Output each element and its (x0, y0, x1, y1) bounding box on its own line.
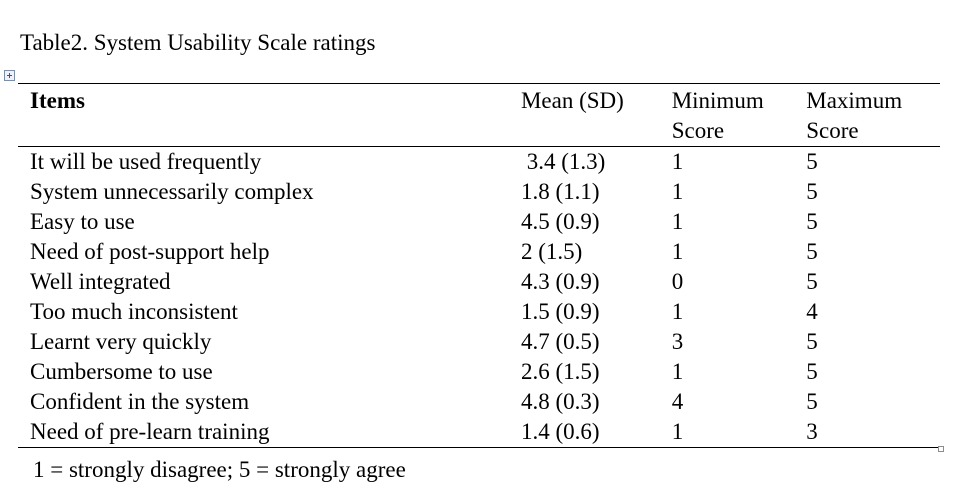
cell-item: System unnecessarily complex (30, 179, 314, 204)
cell-mean: 4.7 (0.5) (520, 329, 600, 354)
cell-mean: 4.3 (0.9) (520, 269, 600, 294)
cell-item: Cumbersome to use (30, 359, 213, 384)
cell-max: 4 (806, 299, 818, 324)
header-minimum-score: Minimum Score (672, 84, 807, 147)
header-minimum-line1: Minimum (671, 88, 764, 113)
cell-mean: 4.8 (0.3) (520, 389, 600, 414)
cell-min: 4 (671, 389, 684, 414)
table-row: Learnt very quickly 4.7 (0.5) 3 5 (18, 327, 940, 357)
cell-mean: 2 (1.5) (520, 239, 583, 264)
header-maximum-line1: Maximum (806, 88, 903, 113)
cell-item: Easy to use (30, 209, 135, 234)
cell-max: 5 (806, 269, 818, 294)
cell-max: 5 (806, 359, 818, 384)
table-row: Need of pre-learn training 1.4 (0.6) 1 3 (18, 417, 940, 448)
cell-min: 0 (671, 269, 684, 294)
table-header-row: Items Mean (SD) Minimum Score Maximum Sc… (18, 83, 940, 147)
table-footnote: 1 = strongly disagree; 5 = strongly agre… (33, 457, 406, 482)
cell-max: 5 (806, 329, 818, 354)
header-maximum-line2: Score (806, 118, 859, 143)
cell-min: 1 (671, 209, 684, 234)
cell-mean: 1.5 (0.9) (520, 299, 600, 324)
table-row: Easy to use 4.5 (0.9) 1 5 (18, 207, 940, 237)
cell-max: 5 (806, 149, 818, 174)
cell-min: 1 (671, 149, 684, 174)
table-row: It will be used frequently 3.4 (1.3) 1 5 (18, 147, 940, 178)
table-row: System unnecessarily complex 1.8 (1.1) 1… (18, 177, 940, 207)
cell-item: Need of pre-learn training (30, 419, 270, 444)
cell-min: 1 (671, 179, 684, 204)
header-minimum-line2: Score (671, 118, 725, 143)
cell-min: 3 (671, 329, 684, 354)
usability-table: Items Mean (SD) Minimum Score Maximum Sc… (18, 83, 940, 448)
table-caption: Table2. System Usability Scale ratings (20, 30, 376, 55)
cell-item: It will be used frequently (30, 149, 262, 174)
cell-max: 5 (806, 209, 818, 234)
table-move-handle-icon[interactable] (4, 70, 15, 81)
cell-mean: 4.5 (0.9) (520, 209, 600, 234)
table-row: Too much inconsistent 1.5 (0.9) 1 4 (18, 297, 940, 327)
cell-mean: 1.4 (0.6) (520, 419, 600, 444)
table-row: Well integrated 4.3 (0.9) 0 5 (18, 267, 940, 297)
cell-item: Confident in the system (30, 389, 250, 414)
table-row: Need of post-support help 2 (1.5) 1 5 (18, 237, 940, 267)
cell-item: Learnt very quickly (30, 329, 212, 354)
cell-min: 1 (671, 239, 684, 264)
header-maximum-score: Maximum Score (806, 84, 940, 147)
cell-min: 1 (671, 299, 684, 324)
table-resize-handle-icon[interactable] (938, 446, 944, 452)
cell-max: 3 (806, 419, 818, 444)
cell-item: Too much inconsistent (30, 299, 238, 324)
cell-max: 5 (806, 179, 818, 204)
header-items: Items (30, 88, 85, 113)
cell-min: 1 (671, 359, 684, 384)
cell-mean: 2.6 (1.5) (520, 359, 600, 384)
table-row: Cumbersome to use 2.6 (1.5) 1 5 (18, 357, 940, 387)
cell-mean: 3.4 (1.3) (520, 149, 606, 174)
cell-max: 5 (806, 389, 818, 414)
table-row: Confident in the system 4.8 (0.3) 4 5 (18, 387, 940, 417)
cell-item: Need of post-support help (30, 239, 270, 264)
cell-item: Well integrated (30, 269, 171, 294)
cell-min: 1 (671, 419, 684, 444)
header-mean: Mean (SD) (520, 88, 624, 113)
cell-mean: 1.8 (1.1) (520, 179, 600, 204)
cell-max: 5 (806, 239, 818, 264)
